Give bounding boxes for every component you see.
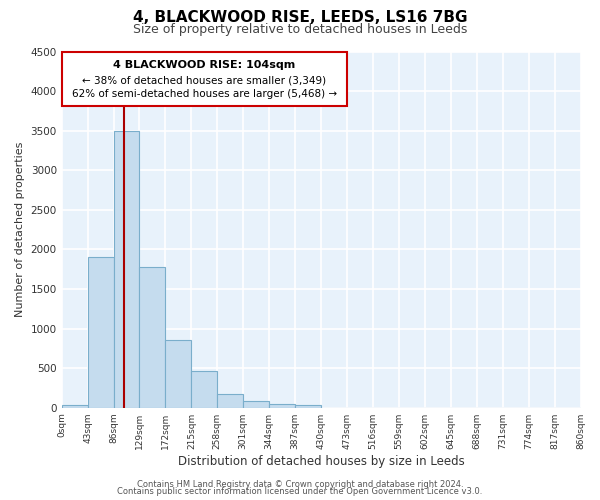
Bar: [243, 400, 269, 407]
Text: Contains public sector information licensed under the Open Government Licence v3: Contains public sector information licen…: [118, 488, 482, 496]
Bar: [191, 372, 217, 408]
Bar: [269, 404, 295, 407]
Text: Size of property relative to detached houses in Leeds: Size of property relative to detached ho…: [133, 22, 467, 36]
Y-axis label: Number of detached properties: Number of detached properties: [15, 142, 25, 318]
Bar: [295, 406, 321, 407]
Text: ← 38% of detached houses are smaller (3,349): ← 38% of detached houses are smaller (3,…: [82, 76, 326, 86]
X-axis label: Distribution of detached houses by size in Leeds: Distribution of detached houses by size …: [178, 454, 464, 468]
Bar: [139, 267, 166, 408]
Text: 4 BLACKWOOD RISE: 104sqm: 4 BLACKWOOD RISE: 104sqm: [113, 60, 295, 70]
Bar: [62, 404, 88, 407]
Bar: [113, 130, 139, 407]
Text: 4, BLACKWOOD RISE, LEEDS, LS16 7BG: 4, BLACKWOOD RISE, LEEDS, LS16 7BG: [133, 10, 467, 25]
Text: 62% of semi-detached houses are larger (5,468) →: 62% of semi-detached houses are larger (…: [72, 89, 337, 99]
Bar: [88, 258, 113, 408]
Bar: [62, 52, 347, 106]
Bar: [217, 394, 243, 407]
Bar: [166, 340, 191, 407]
Text: Contains HM Land Registry data © Crown copyright and database right 2024.: Contains HM Land Registry data © Crown c…: [137, 480, 463, 489]
